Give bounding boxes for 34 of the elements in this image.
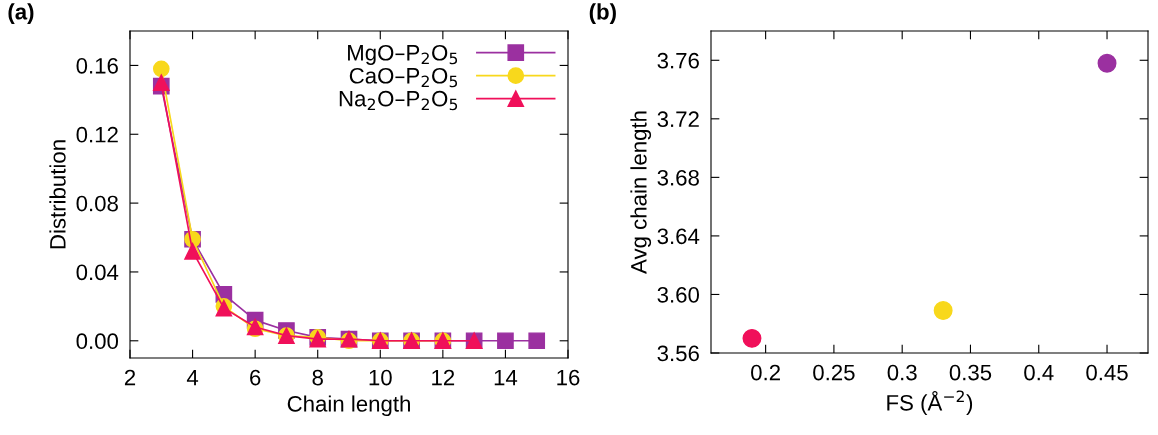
y-tick-label: 3.72 xyxy=(657,111,699,128)
y-axis-title: Avg chain length xyxy=(630,111,652,274)
y-axis-title: Distribution xyxy=(49,140,66,249)
y-tick-label: 0.04 xyxy=(76,264,119,281)
chart-title: (a) xyxy=(8,3,34,25)
y-tick-label: 3.76 xyxy=(657,52,699,69)
x-axis-title: FS (Å$^{−2}$) xyxy=(887,390,973,416)
y-tick-label: 3.68 xyxy=(657,169,699,186)
x-tick-label: 4 xyxy=(186,369,199,386)
y-tick-label: 0.12 xyxy=(76,126,118,143)
y-tick-label: 0.08 xyxy=(76,195,118,212)
x-tick-label: 0.45 xyxy=(1086,364,1128,381)
x-tick-label: 0.4 xyxy=(1024,364,1054,381)
x-tick-label: 2 xyxy=(124,369,136,386)
y-tick-label: 3.60 xyxy=(657,286,700,303)
y-tick-label: 0.16 xyxy=(76,57,118,74)
x-tick-label: 8 xyxy=(312,369,323,386)
legend-label: MgO–P$_{2}$O$_{5}$ xyxy=(348,44,458,66)
x-tick-label: 0.35 xyxy=(949,364,992,381)
x-tick-label: 0.3 xyxy=(887,364,917,381)
chart-title: (b) xyxy=(589,3,616,25)
y-tick-label: 3.56 xyxy=(657,345,699,362)
x-tick-label: 6 xyxy=(250,369,261,386)
y-tick-label: 3.64 xyxy=(657,228,700,245)
legend-label: Na$_{2}$O–P$_{2}$O$_{5}$ xyxy=(339,90,458,111)
x-tick-label: 14 xyxy=(494,369,518,386)
x-axis-title: Chain length xyxy=(287,395,410,417)
x-tick-label: 12 xyxy=(432,369,455,386)
y-tick-label: 0.00 xyxy=(76,333,119,350)
legend-label: CaO–P$_{2}$O$_{5}$ xyxy=(349,67,458,88)
x-tick-label: 0.2 xyxy=(751,364,780,381)
x-tick-label: 10 xyxy=(369,369,392,386)
x-tick-label: 16 xyxy=(557,369,580,386)
x-tick-label: 0.25 xyxy=(813,364,855,381)
